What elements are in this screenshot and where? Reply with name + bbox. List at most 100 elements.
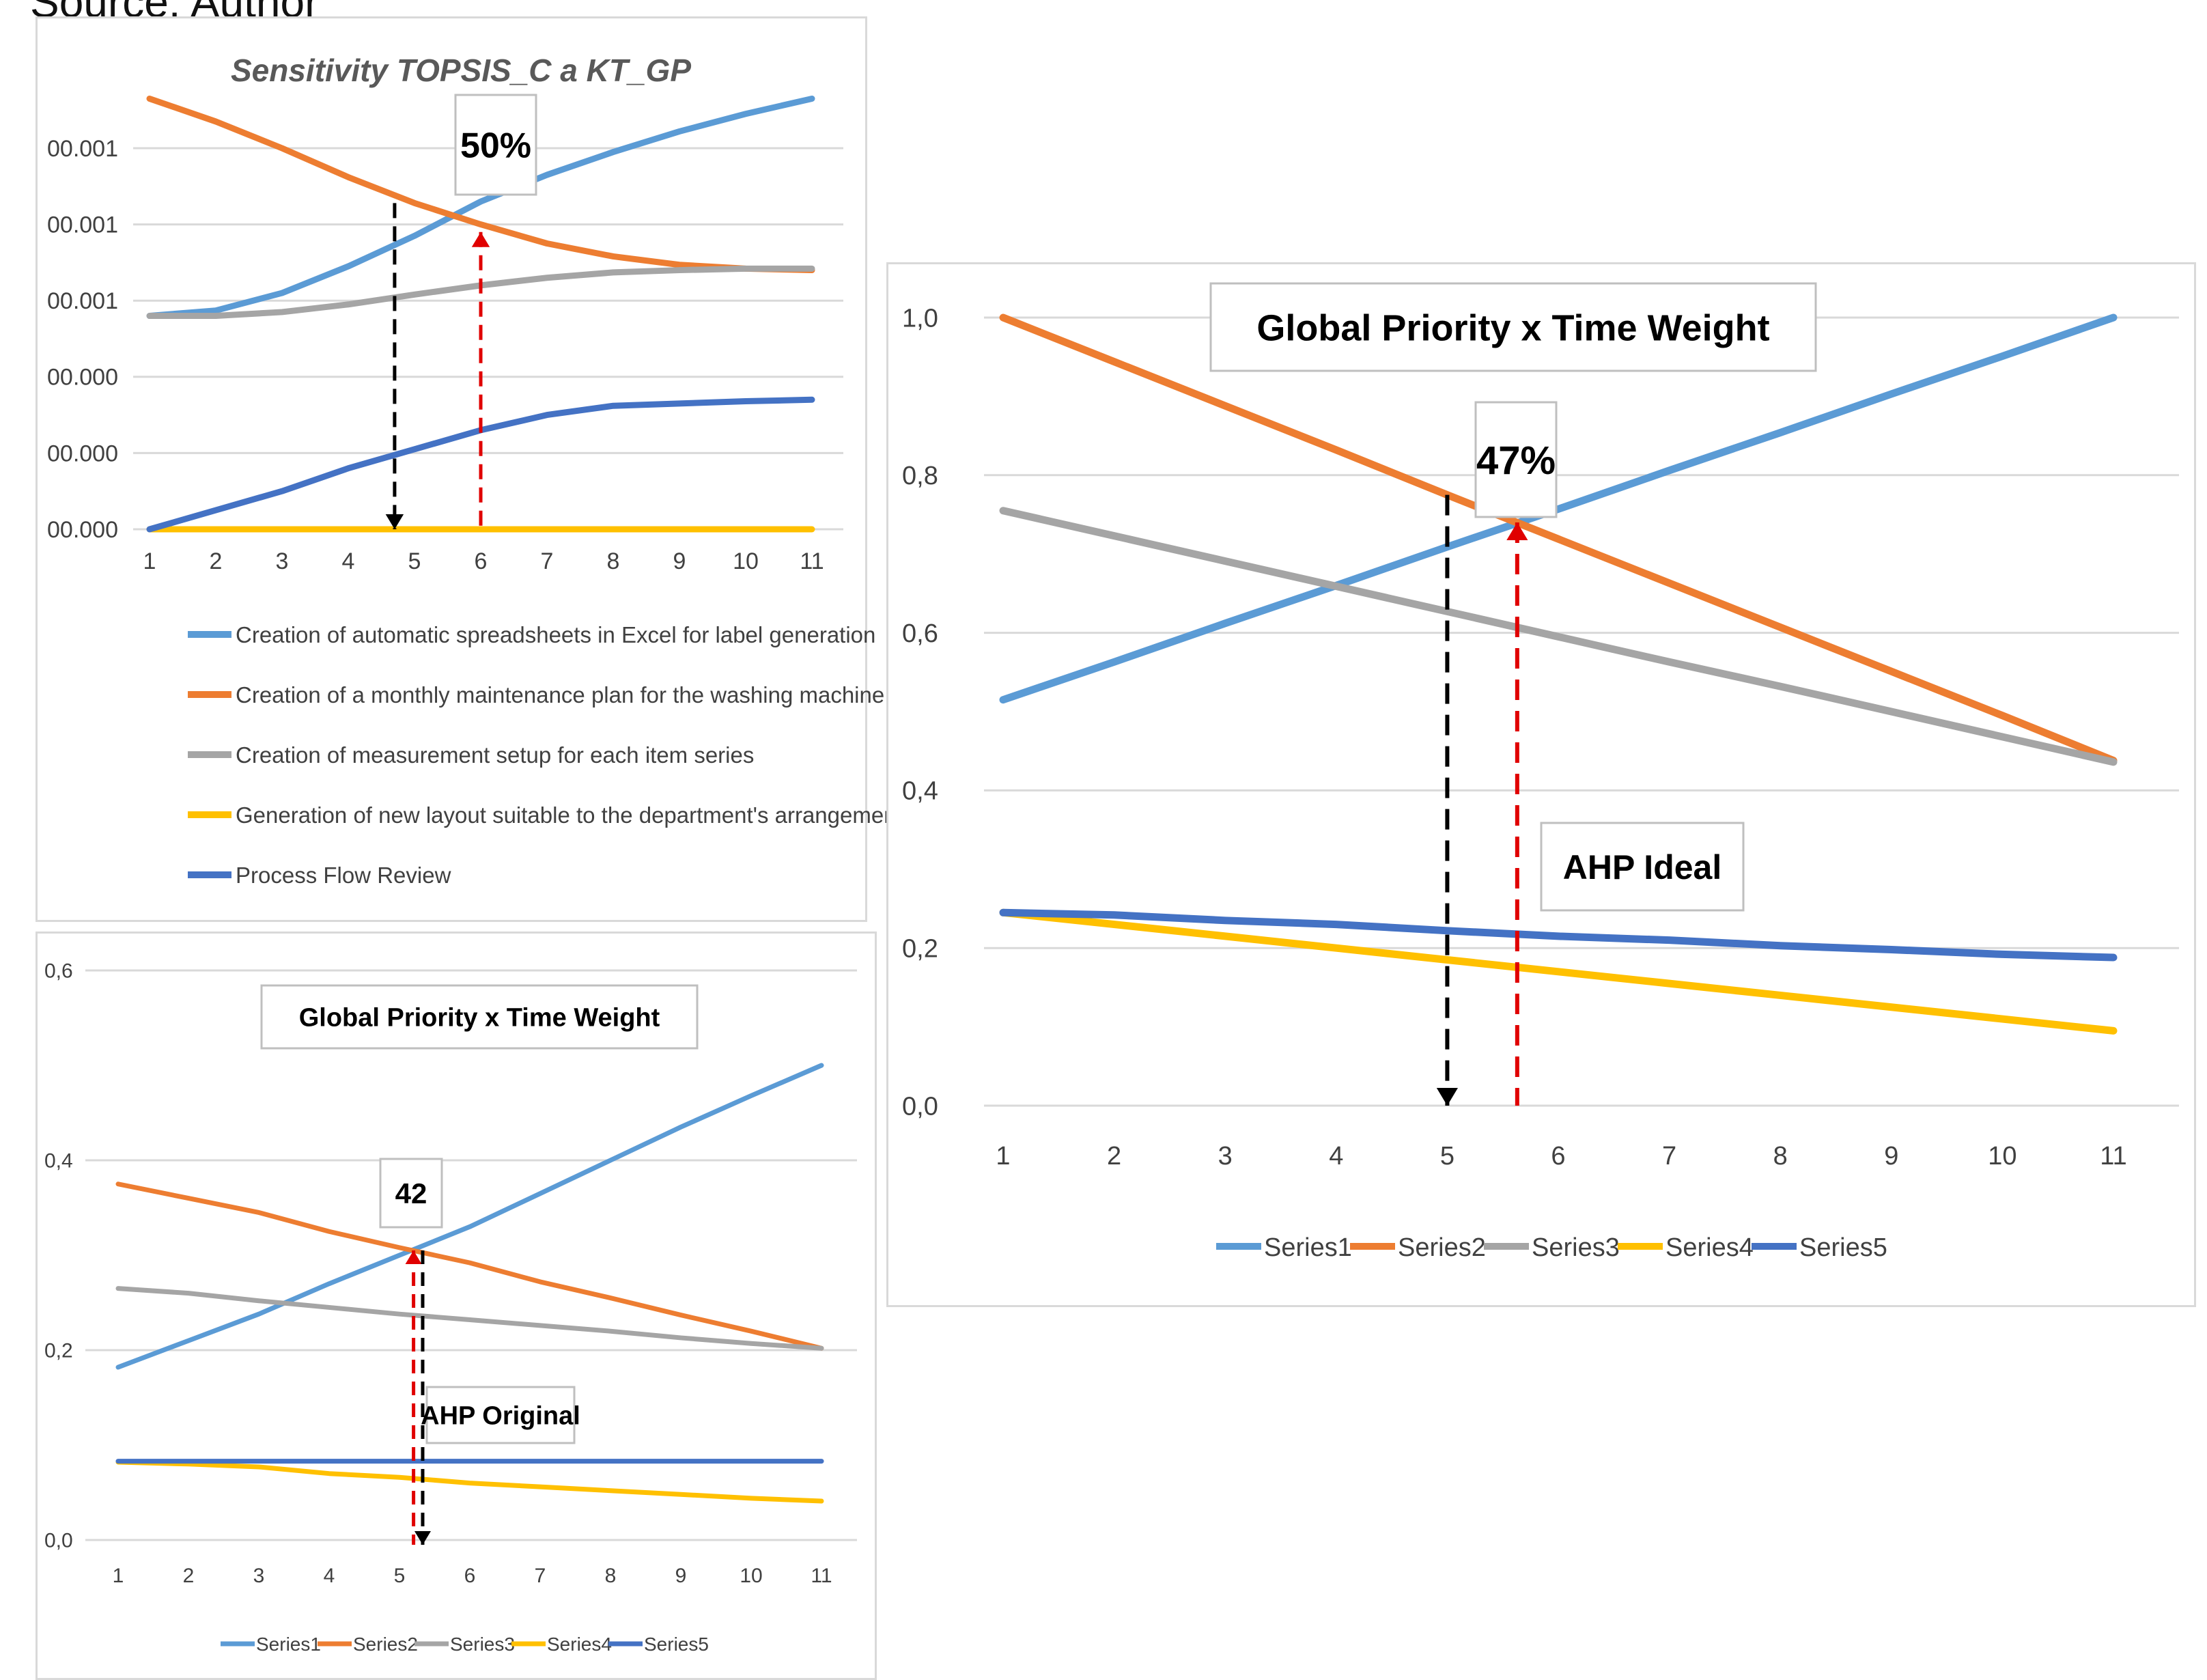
x-tick-label: 11 (2100, 1142, 2126, 1171)
y-tick-label: 0,0 (44, 1530, 73, 1552)
y-tick-label: 00.000 (47, 517, 118, 543)
x-tick-label: 3 (276, 548, 289, 574)
y-tick-label: 0,4 (902, 777, 938, 806)
chart-title: Global Priority x Time Weight (299, 1004, 660, 1033)
x-tick-label: 2 (1107, 1142, 1121, 1171)
legend-entry: Series1 (1264, 1233, 1352, 1262)
x-tick-label: 4 (1329, 1142, 1343, 1171)
series-line-2 (999, 313, 2118, 765)
y-tick-label: 00.001 (47, 288, 118, 314)
topsis-chart-panel: Sensitivity TOPSIS_C a KT_GP 00.000 00.000… (36, 16, 903, 922)
x-tick-label: 7 (541, 548, 554, 574)
annotation-label: 47% (1476, 438, 1556, 483)
marker-arrow-head-2 (414, 1530, 431, 1545)
legend-entry: Series5 (1799, 1233, 1887, 1262)
x-tick-label: 3 (253, 1565, 265, 1587)
legend-entry: Series4 (1665, 1233, 1754, 1262)
series-line-1 (999, 313, 2118, 704)
y-tick-label: 1,0 (902, 304, 938, 333)
x-tick-label: 10 (733, 548, 759, 574)
x-tick-label: 5 (408, 548, 421, 574)
series-line-1 (146, 95, 815, 320)
marker-arrow-head-1 (385, 514, 404, 529)
x-tick-label: 5 (394, 1565, 406, 1587)
x-tick-label: 5 (1440, 1142, 1454, 1171)
legend-entry: Series4 (547, 1634, 612, 1655)
y-tick-label: 00.001 (47, 212, 118, 238)
x-tick-label: 10 (1988, 1142, 2016, 1171)
y-tick-label: 0,2 (902, 935, 938, 964)
x-tick-label: 9 (673, 548, 686, 574)
series-line-4 (115, 1459, 824, 1504)
method-label-box (1540, 822, 1745, 912)
x-tick-label: 7 (1662, 1142, 1676, 1171)
x-tick-label: 2 (183, 1565, 195, 1587)
annotation-label-box (1474, 401, 1558, 518)
x-tick-label: 4 (324, 1565, 335, 1587)
legend-entry: Creation of a monthly maintenance plan f… (236, 682, 884, 708)
y-tick-label: 0,8 (902, 462, 938, 490)
x-tick-label: 6 (464, 1565, 476, 1587)
ahp-ideal-chart: 0,0 0,2 0,4 0,6 0,8 1,0 1 2 3 4 5 6 7 8 9 10 11 Global Pr… (902, 282, 2179, 1262)
y-tick-label: 0,6 (44, 960, 73, 983)
series-line-1 (115, 1063, 824, 1370)
method-label-box (425, 1386, 576, 1444)
marker-arrow-head-1 (1436, 1088, 1458, 1106)
x-tick-label: 11 (811, 1565, 832, 1587)
series-line-2 (146, 95, 815, 274)
x-tick-label: 6 (1551, 1142, 1565, 1171)
legend-entry: Series3 (450, 1634, 515, 1655)
y-tick-label: 00.000 (47, 440, 118, 466)
y-tick-label: 00.001 (47, 136, 118, 162)
series-line-5 (999, 908, 2118, 962)
method-label: AHP Original (421, 1402, 580, 1431)
y-tick-label: 0,2 (44, 1340, 73, 1362)
x-tick-label: 9 (675, 1565, 687, 1587)
y-tick-label: 00.000 (47, 365, 118, 391)
legend-entry: Series5 (644, 1634, 709, 1655)
series-line-3 (999, 507, 2118, 766)
legend-entry: Series1 (256, 1634, 321, 1655)
y-tick-label: 0,6 (902, 619, 938, 648)
chart-title-box (1209, 282, 1817, 372)
series-line-3 (115, 1286, 824, 1351)
legend-entry: Generation of new layout suitable to the… (236, 802, 903, 828)
marker-arrow-head-2 (1506, 522, 1528, 541)
x-tick-label: 8 (1773, 1142, 1788, 1171)
legend-entry: Creation of automatic spreadsheets in Ex… (236, 622, 875, 647)
ahp-ideal-chart-panel: 0,0 0,2 0,4 0,6 0,8 1,0 1 2 3 4 5 6 7 8 9 10 11 Global Pr… (886, 262, 2196, 1307)
x-tick-label: 1 (143, 548, 156, 574)
annotation-label-box (454, 94, 537, 196)
x-tick-label: 3 (1218, 1142, 1233, 1171)
chart-title: Sensitivity TOPSIS_C a KT_GP (231, 53, 691, 88)
y-tick-label: 0,0 (902, 1092, 938, 1121)
y-tick-label: 0,4 (44, 1150, 73, 1173)
x-tick-label: 9 (1884, 1142, 1898, 1171)
chart-title: Global Priority x Time Weight (1256, 307, 1769, 348)
ahp-original-chart: 0,0 0,2 0,4 0,6 1 2 3 4 5 6 7 8 9 10 11 Global Priority… (44, 960, 857, 1655)
x-tick-label: 7 (535, 1565, 546, 1587)
topsis-chart: Sensitivity TOPSIS_C a KT_GP 00.000 00.000… (47, 53, 903, 888)
chart-title-box (260, 984, 699, 1050)
legend-entry: Process Flow Review (236, 863, 451, 888)
marker-arrow-head-1 (405, 1250, 422, 1265)
annotation-label: 42 (395, 1177, 427, 1209)
method-label: AHP Ideal (1563, 848, 1722, 886)
x-tick-label: 8 (605, 1565, 617, 1587)
series-line-2 (115, 1181, 824, 1351)
marker-arrow-head-2 (471, 232, 490, 247)
x-tick-label: 10 (740, 1565, 762, 1587)
ahp-original-chart-panel: 0,0 0,2 0,4 0,6 1 2 3 4 5 6 7 8 9 10 11 Global Priority… (36, 932, 877, 1680)
annotation-label-box (379, 1158, 443, 1229)
x-tick-label: 6 (475, 548, 488, 574)
x-tick-label: 1 (113, 1565, 124, 1587)
legend-entry: Series2 (1398, 1233, 1486, 1262)
series-line-4 (999, 908, 2118, 1035)
annotation-label: 50% (460, 126, 531, 166)
x-tick-label: 1 (996, 1142, 1010, 1171)
legend-entry: Series2 (353, 1634, 418, 1655)
x-tick-label: 8 (607, 548, 620, 574)
x-tick-label: 4 (342, 548, 355, 574)
x-tick-label: 2 (210, 548, 223, 574)
legend-entry: Series3 (1532, 1233, 1620, 1262)
